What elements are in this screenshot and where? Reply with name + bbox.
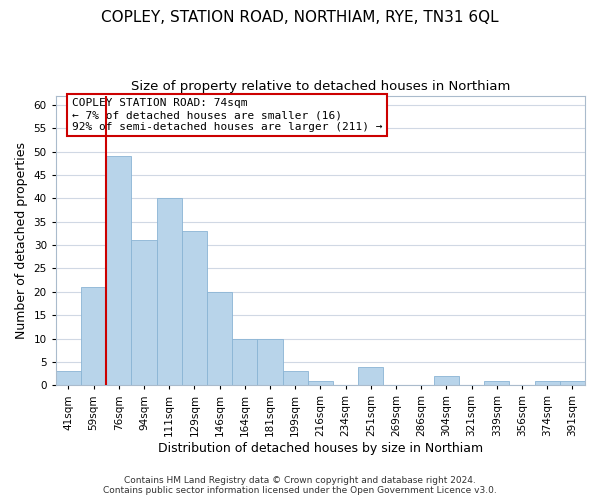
- Text: Contains HM Land Registry data © Crown copyright and database right 2024.
Contai: Contains HM Land Registry data © Crown c…: [103, 476, 497, 495]
- Bar: [283, 372, 308, 386]
- X-axis label: Distribution of detached houses by size in Northiam: Distribution of detached houses by size …: [158, 442, 483, 455]
- Bar: [257, 338, 283, 386]
- Bar: [106, 156, 131, 386]
- Y-axis label: Number of detached properties: Number of detached properties: [15, 142, 28, 339]
- Bar: [207, 292, 232, 386]
- Bar: [56, 372, 81, 386]
- Bar: [535, 380, 560, 386]
- Bar: [232, 338, 257, 386]
- Text: COPLEY, STATION ROAD, NORTHIAM, RYE, TN31 6QL: COPLEY, STATION ROAD, NORTHIAM, RYE, TN3…: [101, 10, 499, 25]
- Bar: [81, 287, 106, 386]
- Bar: [484, 380, 509, 386]
- Title: Size of property relative to detached houses in Northiam: Size of property relative to detached ho…: [131, 80, 510, 93]
- Bar: [358, 366, 383, 386]
- Bar: [560, 380, 585, 386]
- Bar: [434, 376, 459, 386]
- Bar: [157, 198, 182, 386]
- Text: COPLEY STATION ROAD: 74sqm
← 7% of detached houses are smaller (16)
92% of semi-: COPLEY STATION ROAD: 74sqm ← 7% of detac…: [72, 98, 382, 132]
- Bar: [182, 231, 207, 386]
- Bar: [131, 240, 157, 386]
- Bar: [308, 380, 333, 386]
